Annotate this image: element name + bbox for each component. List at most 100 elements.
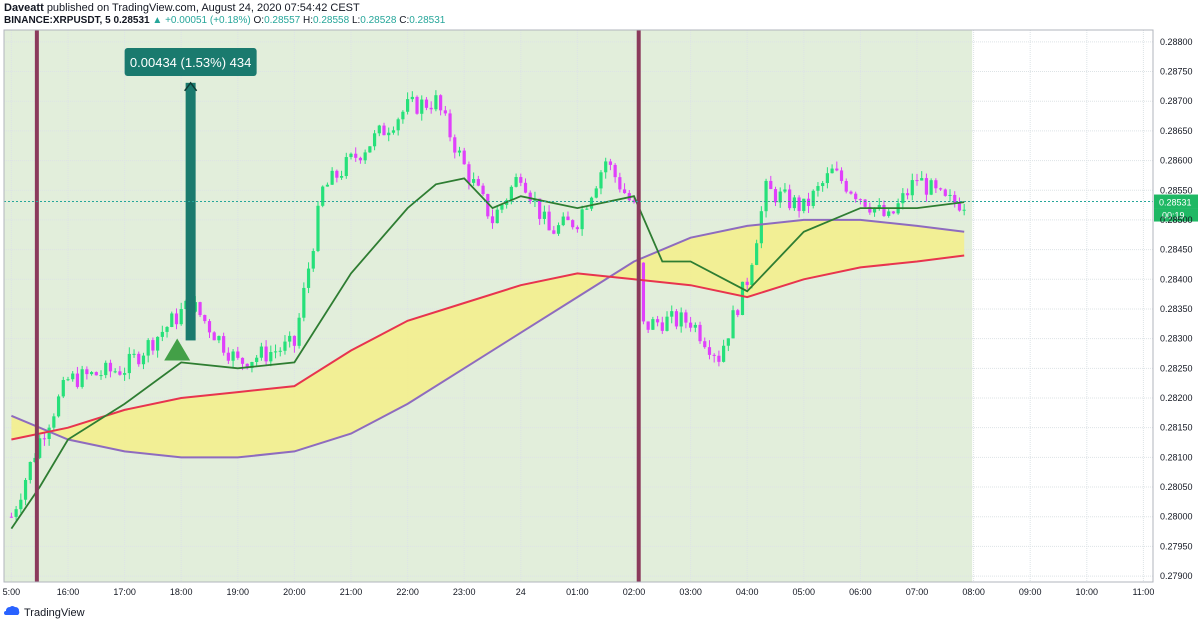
candle-body	[189, 300, 193, 312]
candle-body	[38, 438, 42, 458]
candle-body	[712, 354, 716, 356]
candle-body	[684, 312, 688, 323]
author-name[interactable]: Daveatt	[4, 2, 44, 14]
candle-body	[858, 199, 862, 201]
candle-body	[703, 341, 707, 348]
price-tick-label: 0.28250	[1160, 363, 1193, 373]
candle-body	[613, 164, 617, 178]
candle-body	[825, 173, 829, 184]
candle-body	[679, 312, 683, 327]
candle-body	[94, 372, 98, 376]
candle-body	[222, 336, 226, 353]
candle-body	[755, 243, 759, 265]
candle-body	[750, 264, 754, 285]
candle-body	[585, 208, 589, 210]
countdown-tag	[1154, 208, 1198, 222]
candle-body	[821, 183, 825, 187]
price-tick-label: 0.27950	[1160, 541, 1193, 551]
candle-body	[292, 335, 296, 346]
candle-body	[420, 99, 424, 114]
candle-body	[387, 132, 391, 136]
candle-body	[556, 225, 561, 234]
time-tick-label: 17:00	[113, 587, 136, 597]
candle-body	[957, 202, 962, 211]
candle-body	[71, 373, 75, 380]
candle-body	[42, 438, 47, 440]
high-label: H:	[303, 15, 313, 26]
candle-body	[330, 170, 334, 185]
low-label: L:	[351, 15, 361, 26]
open-label: O:	[253, 15, 265, 26]
candle-body	[14, 509, 18, 517]
candle-body	[467, 164, 471, 183]
candle-body	[495, 209, 499, 224]
time-tick-label: 20:00	[283, 587, 306, 597]
candle-body	[698, 324, 702, 342]
price-tick-label: 0.28550	[1160, 185, 1193, 195]
candle-body	[283, 341, 287, 351]
candle-body	[434, 95, 438, 110]
candle-body	[896, 203, 900, 214]
candle-body	[52, 416, 56, 428]
time-tick-label: 18:00	[170, 587, 193, 597]
candle-body	[75, 373, 80, 387]
candle-body	[637, 202, 641, 263]
candle-body	[217, 336, 221, 341]
candle-body	[127, 353, 131, 374]
candle-body	[240, 357, 245, 364]
candle-body	[207, 321, 212, 333]
candle-body	[632, 200, 636, 203]
tradingview-logo[interactable]: TradingView	[4, 605, 85, 620]
measure-arrow-icon	[184, 81, 198, 92]
time-tick-label: 02:00	[623, 587, 646, 597]
candle-body	[410, 96, 414, 100]
time-tick-label: 24	[516, 587, 526, 597]
candle-body	[85, 369, 89, 375]
price-tick-label: 0.28400	[1160, 274, 1193, 284]
candle-body	[905, 193, 910, 196]
candle-body	[571, 220, 575, 228]
price-tick-label: 0.28300	[1160, 334, 1193, 344]
price-tick-label: 0.28650	[1160, 126, 1193, 136]
candle-body	[594, 188, 598, 198]
candle-body	[561, 216, 565, 226]
fast-ma-line	[10, 177, 965, 530]
candle-body	[236, 351, 240, 358]
candle-body	[490, 216, 495, 224]
candle-body	[23, 479, 28, 500]
candle-body	[797, 197, 801, 212]
candle-body	[849, 191, 853, 194]
candle-body	[533, 198, 537, 201]
candle-body	[901, 193, 905, 204]
candle-body	[566, 216, 570, 221]
last-price: 0.28531	[113, 15, 150, 26]
candle-body	[156, 336, 160, 351]
price-tick-label: 0.28350	[1160, 304, 1193, 314]
candle-body	[740, 281, 745, 316]
candle-body	[627, 193, 631, 201]
candle-body	[273, 351, 278, 353]
price-tick-label: 0.28000	[1160, 512, 1193, 522]
measure-label-text: 0.00434 (1.53%) 434	[130, 55, 251, 70]
candle-body	[863, 199, 867, 207]
time-tick-label: 22:00	[396, 587, 419, 597]
price-tick-label: 0.27900	[1160, 571, 1193, 581]
candle-body	[28, 461, 32, 480]
candle-body	[929, 180, 933, 195]
candle-body	[481, 185, 485, 195]
candle-body	[424, 99, 429, 108]
candle-body	[255, 357, 259, 363]
current-price-tag	[1154, 194, 1198, 209]
candle-body	[580, 209, 584, 230]
candle-body	[368, 146, 372, 153]
time-tick-label: 04:00	[736, 587, 759, 597]
candle-body	[453, 137, 457, 153]
candle-body	[806, 198, 811, 206]
candle-body	[99, 375, 103, 377]
price-tick-label: 0.28150	[1160, 423, 1193, 433]
candle-body	[792, 197, 796, 209]
candle-body	[924, 178, 929, 195]
candle-body	[934, 180, 938, 189]
candle-body	[783, 189, 787, 192]
